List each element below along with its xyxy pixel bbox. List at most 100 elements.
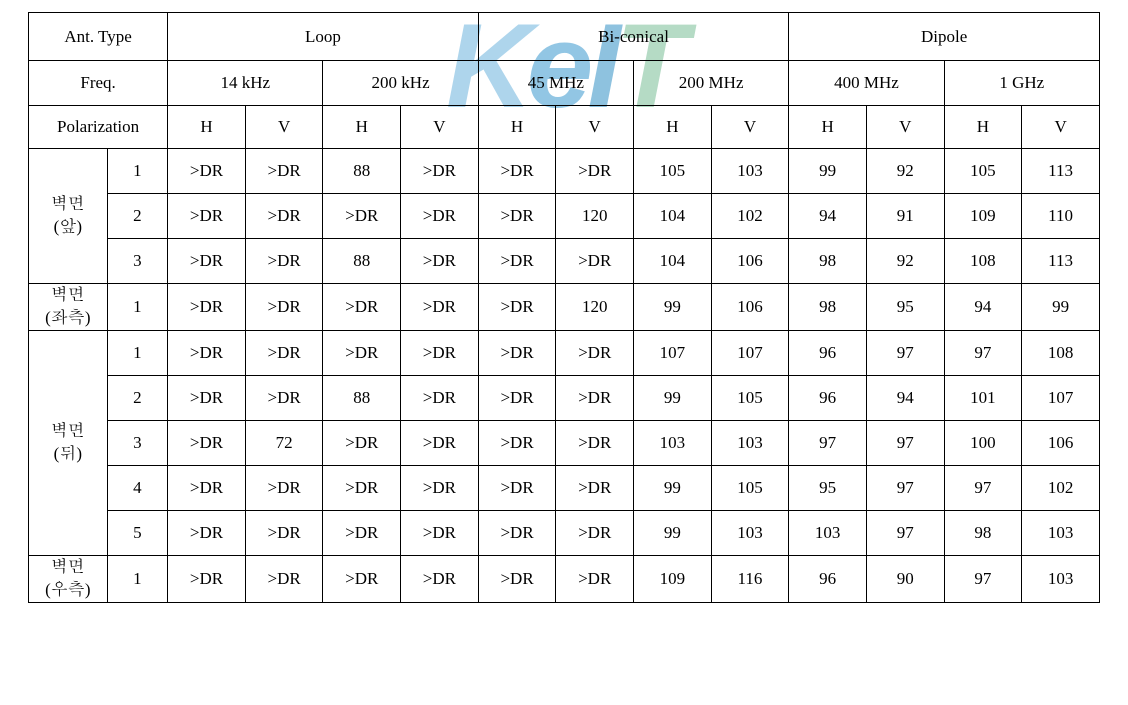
data-cell: 97	[866, 510, 944, 555]
data-cell: 103	[711, 420, 789, 465]
pol-v: V	[245, 106, 323, 149]
data-cell: >DR	[401, 420, 479, 465]
polarization-label: Polarization	[29, 106, 168, 149]
data-cell: 103	[1022, 555, 1100, 602]
data-cell: 100	[944, 420, 1022, 465]
table-row: 4 >DR >DR >DR >DR >DR >DR 99 105 95 97 9…	[29, 465, 1100, 510]
data-cell: 96	[789, 375, 867, 420]
data-cell: 92	[866, 149, 944, 194]
data-cell: 103	[711, 510, 789, 555]
pol-v: V	[711, 106, 789, 149]
data-cell: 106	[711, 239, 789, 284]
pol-h: H	[168, 106, 246, 149]
freq-45mhz: 45 MHz	[478, 61, 633, 106]
table-row: 5 >DR >DR >DR >DR >DR >DR 99 103 103 97 …	[29, 510, 1100, 555]
pol-h: H	[323, 106, 401, 149]
data-cell: >DR	[168, 284, 246, 331]
group-label-line: 벽면	[51, 194, 85, 213]
data-cell: >DR	[168, 375, 246, 420]
group-label-line: 벽면	[51, 421, 85, 440]
data-cell: >DR	[478, 284, 556, 331]
group-label-line: (좌측)	[45, 308, 90, 327]
data-cell: 94	[789, 194, 867, 239]
data-cell: 99	[634, 284, 712, 331]
table-row: 3 >DR 72 >DR >DR >DR >DR 103 103 97 97 1…	[29, 420, 1100, 465]
data-cell: >DR	[245, 194, 323, 239]
data-cell: 103	[789, 510, 867, 555]
freq-14khz: 14 kHz	[168, 61, 323, 106]
pol-v: V	[401, 106, 479, 149]
antenna-type-dipole: Dipole	[789, 13, 1100, 61]
table-row: 벽면 (우측) 1 >DR >DR >DR >DR >DR >DR 109 11…	[29, 555, 1100, 602]
data-cell: 109	[634, 555, 712, 602]
table-row: 벽면 (앞) 1 >DR >DR 88 >DR >DR >DR 105 103 …	[29, 149, 1100, 194]
data-cell: >DR	[556, 510, 634, 555]
data-cell: 88	[323, 149, 401, 194]
data-cell: >DR	[401, 149, 479, 194]
row-index: 5	[107, 510, 168, 555]
data-cell: 97	[866, 465, 944, 510]
data-cell: >DR	[323, 420, 401, 465]
data-cell: >DR	[323, 555, 401, 602]
data-cell: >DR	[478, 330, 556, 375]
data-cell: 91	[866, 194, 944, 239]
group-label-line: 벽면	[51, 285, 85, 304]
data-cell: 97	[944, 465, 1022, 510]
pol-h: H	[634, 106, 712, 149]
data-cell: >DR	[168, 420, 246, 465]
data-cell: 104	[634, 194, 712, 239]
data-cell: >DR	[556, 239, 634, 284]
data-cell: >DR	[556, 420, 634, 465]
header-row-antenna-type: Ant. Type Loop Bi-conical Dipole	[29, 13, 1100, 61]
data-cell: >DR	[168, 149, 246, 194]
group-label-back: 벽면 (뒤)	[29, 330, 108, 555]
pol-v: V	[556, 106, 634, 149]
data-cell: >DR	[323, 465, 401, 510]
pol-v: V	[866, 106, 944, 149]
group-label-right: 벽면 (우측)	[29, 555, 108, 602]
data-cell: >DR	[323, 194, 401, 239]
antenna-type-loop: Loop	[168, 13, 479, 61]
data-cell: 108	[1022, 330, 1100, 375]
data-cell: 105	[711, 375, 789, 420]
group-label-line: (뒤)	[54, 444, 82, 463]
antenna-type-biconical: Bi-conical	[478, 13, 789, 61]
data-cell: >DR	[323, 284, 401, 331]
freq-400mhz: 400 MHz	[789, 61, 944, 106]
row-index: 1	[107, 149, 168, 194]
data-cell: >DR	[478, 555, 556, 602]
data-cell: >DR	[478, 465, 556, 510]
data-cell: 105	[944, 149, 1022, 194]
data-cell: 72	[245, 420, 323, 465]
data-cell: >DR	[168, 510, 246, 555]
row-index: 1	[107, 330, 168, 375]
data-cell: 98	[944, 510, 1022, 555]
data-cell: 107	[711, 330, 789, 375]
data-cell: 97	[866, 330, 944, 375]
data-cell: >DR	[556, 330, 634, 375]
data-cell: 102	[711, 194, 789, 239]
data-cell: 106	[711, 284, 789, 331]
data-cell: 103	[1022, 510, 1100, 555]
data-cell: 99	[1022, 284, 1100, 331]
table-row: 2 >DR >DR 88 >DR >DR >DR 99 105 96 94 10…	[29, 375, 1100, 420]
data-cell: >DR	[401, 375, 479, 420]
data-cell: 103	[711, 149, 789, 194]
data-cell: >DR	[245, 555, 323, 602]
data-cell: >DR	[401, 239, 479, 284]
data-cell: >DR	[168, 194, 246, 239]
row-index: 1	[107, 284, 168, 331]
data-cell: 107	[634, 330, 712, 375]
data-cell: >DR	[478, 420, 556, 465]
table-row: 3 >DR >DR 88 >DR >DR >DR 104 106 98 92 1…	[29, 239, 1100, 284]
data-cell: >DR	[323, 330, 401, 375]
data-cell: >DR	[401, 194, 479, 239]
row-index: 3	[107, 420, 168, 465]
pol-h: H	[478, 106, 556, 149]
row-index: 2	[107, 194, 168, 239]
data-cell: 109	[944, 194, 1022, 239]
group-label-line: 벽면	[51, 557, 85, 576]
data-cell: >DR	[245, 375, 323, 420]
table-row: 벽면 (좌측) 1 >DR >DR >DR >DR >DR 120 99 106…	[29, 284, 1100, 331]
row-index: 3	[107, 239, 168, 284]
